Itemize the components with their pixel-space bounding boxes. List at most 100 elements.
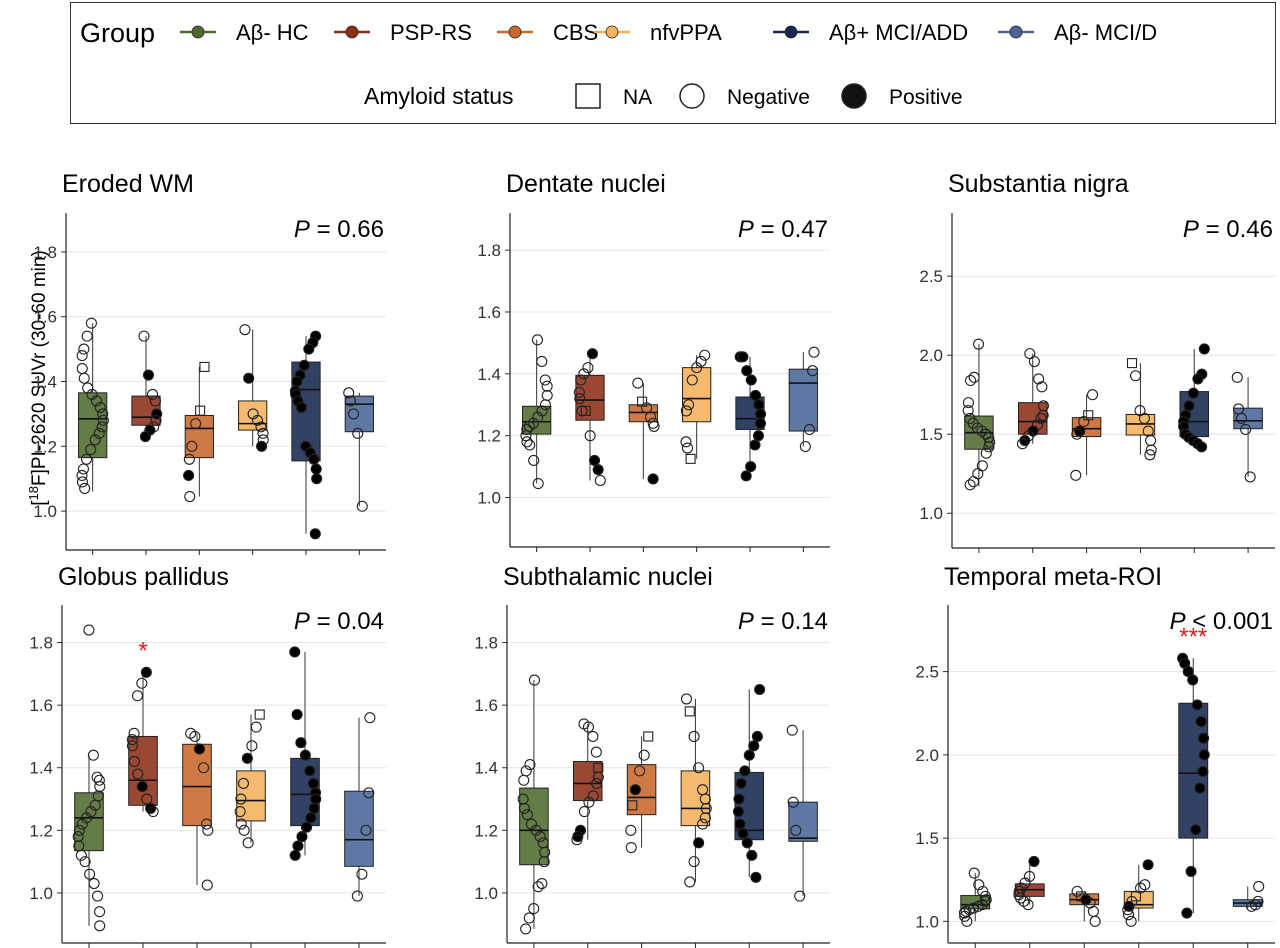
data-point-positive <box>311 473 323 485</box>
data-point-negative <box>1231 371 1243 383</box>
data-point-positive <box>291 708 303 721</box>
data-point-negative <box>201 879 213 891</box>
legend-box <box>70 2 1276 124</box>
panel-title: Eroded WM <box>62 170 194 198</box>
points-group <box>517 674 551 935</box>
data-point-negative <box>91 771 103 783</box>
legend-swatch <box>345 25 359 39</box>
data-point-negative <box>147 388 159 401</box>
points-group <box>1016 348 1050 450</box>
data-point-negative <box>360 824 372 836</box>
y-tick-label: 1.8 <box>477 241 501 260</box>
data-point-negative <box>578 368 590 380</box>
data-point-negative <box>961 915 973 927</box>
data-point-negative <box>528 903 540 915</box>
p-value: = 0.14 <box>754 608 828 635</box>
data-point-negative <box>76 818 88 830</box>
data-point-negative <box>1253 880 1265 892</box>
points-group <box>632 377 660 485</box>
data-point-positive <box>1192 373 1204 385</box>
data-point-negative <box>683 399 695 411</box>
data-point-positive <box>243 372 255 384</box>
data-point-positive <box>741 365 753 377</box>
data-point-positive <box>739 765 751 777</box>
box-4 <box>1125 363 1156 455</box>
data-point-na <box>643 731 654 742</box>
data-point-positive <box>291 375 303 388</box>
legend-label: nfvPPA <box>650 20 722 45</box>
data-point-negative <box>90 395 103 407</box>
points-group <box>72 624 106 932</box>
y-tick-label: 1.0 <box>33 502 57 521</box>
data-point-negative <box>787 796 799 808</box>
data-point-positive <box>743 749 755 761</box>
data-point-negative <box>521 809 533 821</box>
data-point-negative <box>518 774 530 786</box>
data-point-positive <box>136 780 148 793</box>
data-point-negative <box>575 374 587 386</box>
data-point-positive <box>749 439 761 451</box>
data-point-negative <box>980 447 992 459</box>
data-point-negative <box>150 414 162 426</box>
data-point-na <box>199 361 210 372</box>
data-point-positive <box>754 417 766 429</box>
legend-item-group: nfvPPA <box>594 20 722 45</box>
panel: Substantia nigra 1.0 1.5 2.0 2.5 P = 0.46 <box>919 170 1275 553</box>
data-point-positive <box>1182 666 1194 678</box>
data-point-negative <box>592 771 604 783</box>
data-point-negative <box>539 846 551 858</box>
data-point-negative <box>126 734 138 746</box>
data-point-negative <box>198 762 210 774</box>
points-group <box>76 317 109 494</box>
points-group <box>573 348 606 487</box>
legend-swatch <box>191 25 205 39</box>
points-group <box>625 731 654 854</box>
legend-status-title: Amyloid status <box>364 83 514 109</box>
data-point-negative <box>534 831 546 843</box>
data-point-positive <box>755 408 767 420</box>
data-point-negative <box>1246 900 1258 912</box>
points-group <box>126 666 159 818</box>
box-body <box>680 770 711 827</box>
y-axis-label: [18F]PI-2620 SUVr (30-60 min) <box>26 250 51 506</box>
data-point-negative <box>625 841 637 854</box>
data-point-negative <box>539 399 551 411</box>
data-point-negative <box>574 393 586 405</box>
data-point-negative <box>590 746 602 758</box>
box-6 <box>344 392 374 507</box>
data-point-negative <box>1240 423 1252 436</box>
box-body <box>682 367 712 423</box>
data-point-negative <box>352 427 364 439</box>
legend-group-title: Group <box>80 18 155 48</box>
data-point-negative <box>92 890 104 902</box>
panel: Temporal meta-ROI 1.0 1.5 2.0 2.5 P < 0.001**… <box>915 563 1275 948</box>
data-point-negative <box>147 806 159 818</box>
p-label: P <box>1183 216 1199 243</box>
data-point-positive <box>142 369 155 381</box>
data-point-negative <box>680 405 692 417</box>
data-point-negative <box>239 324 251 336</box>
box-1 <box>519 680 549 929</box>
y-tick-label: 2.0 <box>915 746 939 765</box>
data-point-negative <box>1033 373 1045 385</box>
data-point-positive <box>1074 425 1086 437</box>
data-point-positive <box>193 743 205 755</box>
p-label: P <box>294 608 310 635</box>
box-4 <box>680 698 711 882</box>
y-tick-label: 1.6 <box>33 308 57 327</box>
data-point-negative <box>527 417 539 429</box>
box-1 <box>78 323 108 492</box>
data-point-negative <box>541 380 553 392</box>
points-group <box>1126 358 1157 461</box>
data-point-negative <box>591 777 603 789</box>
p-value: = 0.46 <box>1199 216 1273 243</box>
legend-open-circle-icon <box>679 83 705 109</box>
y-tick-label: 1.0 <box>474 884 498 903</box>
data-point-negative <box>528 674 541 686</box>
legend-label: PSP-RS <box>390 20 472 45</box>
points-group <box>1070 389 1099 481</box>
data-point-negative <box>1244 471 1256 483</box>
data-point-positive <box>737 827 749 840</box>
data-point-positive <box>752 430 765 442</box>
